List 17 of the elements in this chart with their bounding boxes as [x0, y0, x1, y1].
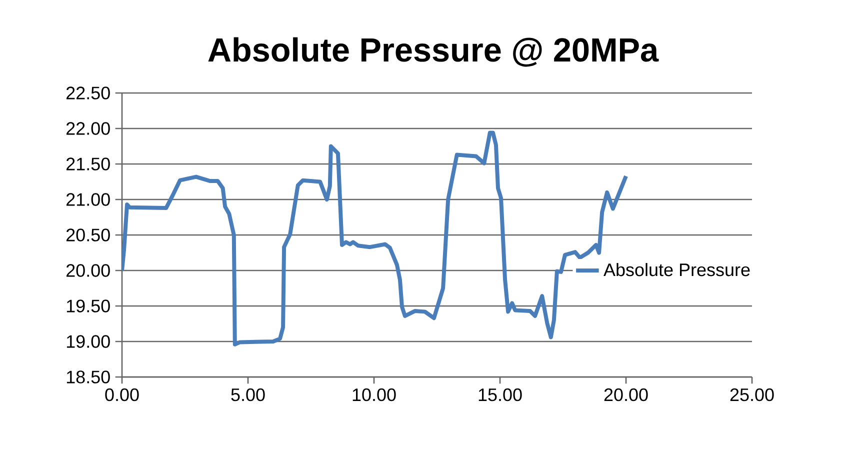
y-tick-label: 18.50	[66, 370, 110, 384]
legend-label: Absolute Pressure	[604, 262, 750, 276]
y-tick-label: 19.50	[66, 300, 110, 312]
x-tick-label: 20.00	[604, 388, 648, 402]
x-tick-label: 25.00	[730, 388, 774, 402]
y-tick-label: 19.00	[66, 335, 110, 348]
y-tick-label: 21.50	[66, 158, 110, 170]
x-tick-label: 5.00	[231, 388, 265, 402]
y-tick-label: 22.50	[66, 86, 110, 100]
y-tick-label: 21.00	[66, 193, 110, 206]
x-tick-label: 15.00	[478, 388, 522, 402]
y-tick-label: 20.00	[66, 264, 110, 277]
y-tick-label: 22.00	[66, 122, 110, 135]
x-tick-label: 10.00	[352, 388, 396, 402]
y-tick-label: 20.50	[66, 228, 110, 242]
x-tick-label: 0.00	[105, 388, 139, 402]
chart-title: Absolute Pressure @ 20MPa	[208, 37, 659, 67]
